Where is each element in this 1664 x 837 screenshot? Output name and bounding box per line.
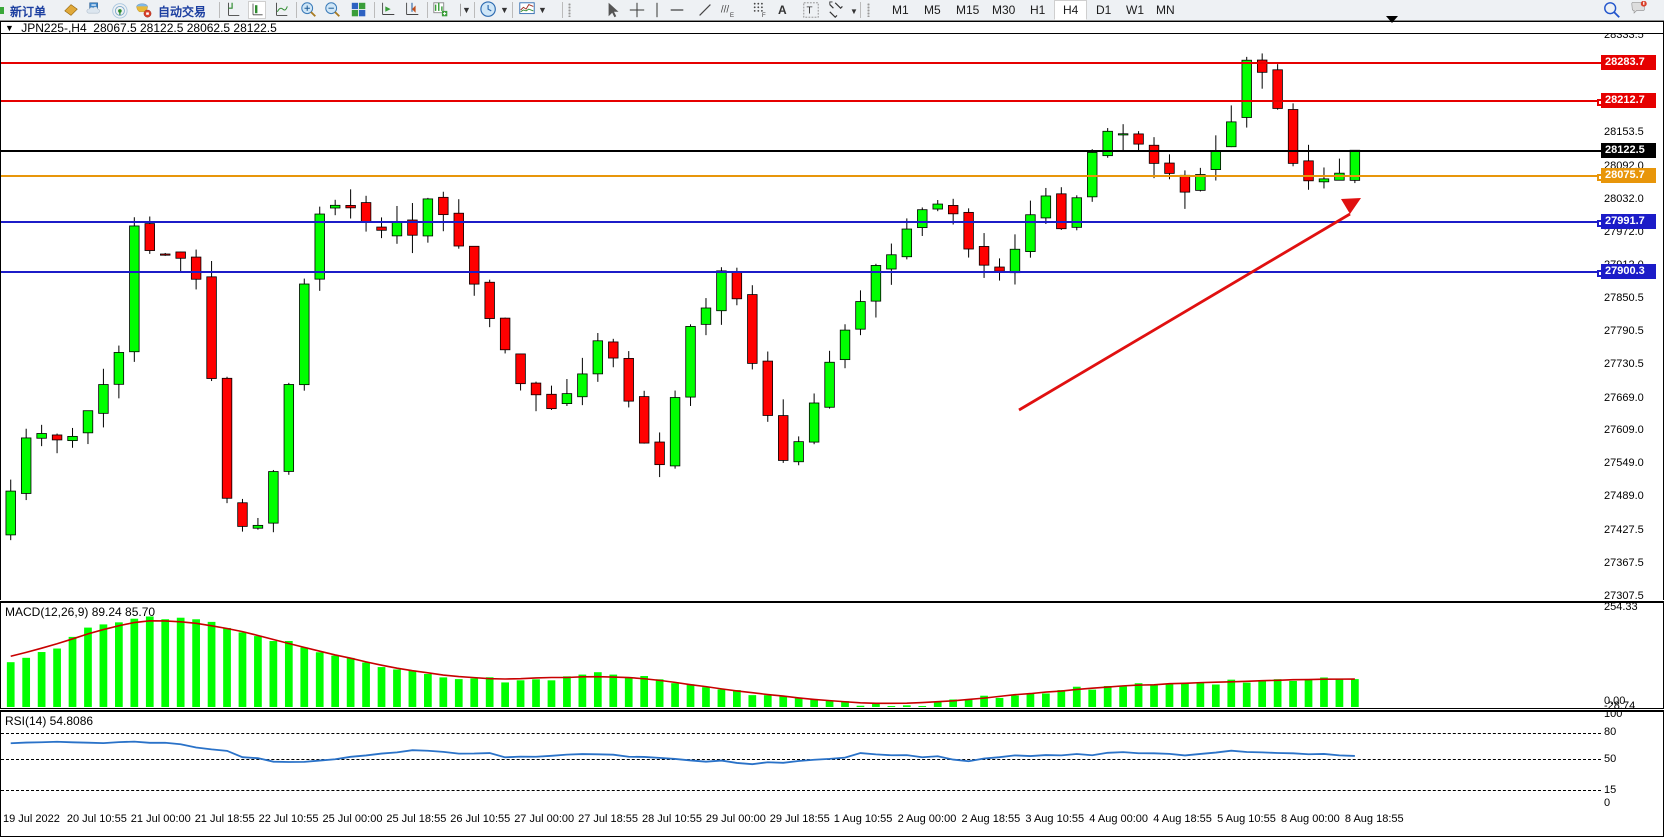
svg-text:F: F	[762, 12, 766, 19]
svg-text:E: E	[730, 12, 734, 19]
svg-text:T: T	[807, 6, 813, 17]
svg-text:///: ///	[721, 5, 729, 16]
